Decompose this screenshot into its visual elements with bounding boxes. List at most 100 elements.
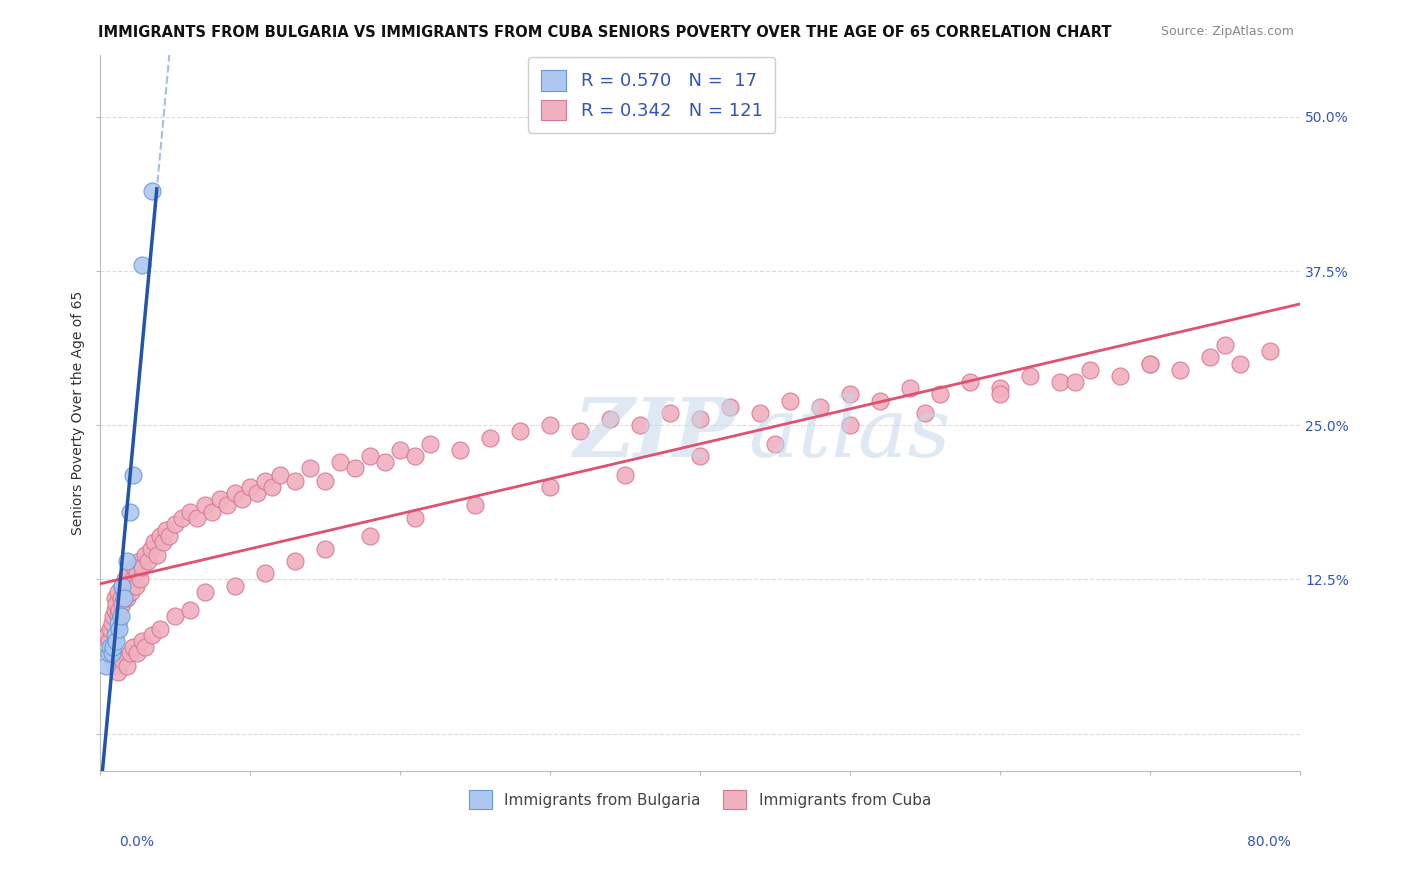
Point — [179, 603, 201, 617]
Point — [131, 258, 153, 272]
Point — [120, 584, 142, 599]
Point — [117, 579, 139, 593]
Point — [115, 658, 138, 673]
Point — [1168, 362, 1191, 376]
Text: 0.0%: 0.0% — [120, 835, 155, 848]
Point — [988, 387, 1011, 401]
Point — [1229, 357, 1251, 371]
Point — [105, 597, 128, 611]
Point — [869, 393, 891, 408]
Point — [478, 431, 501, 445]
Point — [253, 566, 276, 581]
Point — [262, 480, 284, 494]
Point — [108, 622, 131, 636]
Point — [329, 455, 352, 469]
Point — [136, 554, 159, 568]
Point — [111, 597, 134, 611]
Point — [111, 653, 134, 667]
Point — [110, 591, 132, 605]
Point — [689, 412, 711, 426]
Point — [898, 381, 921, 395]
Point — [284, 554, 307, 568]
Point — [1064, 375, 1087, 389]
Point — [98, 622, 121, 636]
Point — [628, 418, 651, 433]
Point — [104, 658, 127, 673]
Point — [134, 548, 156, 562]
Point — [112, 584, 135, 599]
Point — [343, 461, 366, 475]
Point — [808, 400, 831, 414]
Text: 80.0%: 80.0% — [1247, 835, 1291, 848]
Point — [239, 480, 262, 494]
Point — [149, 622, 172, 636]
Point — [839, 387, 862, 401]
Point — [94, 658, 117, 673]
Point — [959, 375, 981, 389]
Point — [104, 591, 127, 605]
Point — [359, 449, 381, 463]
Point — [98, 640, 121, 655]
Point — [157, 529, 180, 543]
Point — [449, 442, 471, 457]
Point — [149, 529, 172, 543]
Point — [613, 467, 636, 482]
Point — [118, 566, 141, 581]
Point — [104, 603, 127, 617]
Point — [599, 412, 621, 426]
Point — [104, 628, 127, 642]
Point — [231, 492, 253, 507]
Point — [1139, 357, 1161, 371]
Point — [101, 647, 124, 661]
Point — [110, 609, 132, 624]
Point — [114, 573, 136, 587]
Point — [128, 554, 150, 568]
Point — [404, 510, 426, 524]
Point — [127, 647, 149, 661]
Point — [1199, 351, 1222, 365]
Point — [115, 554, 138, 568]
Point — [224, 486, 246, 500]
Point — [1258, 344, 1281, 359]
Point — [142, 535, 165, 549]
Point — [107, 615, 129, 630]
Point — [131, 634, 153, 648]
Point — [121, 467, 143, 482]
Point — [115, 591, 138, 605]
Point — [97, 634, 120, 648]
Point — [118, 647, 141, 661]
Point — [1139, 357, 1161, 371]
Point — [839, 418, 862, 433]
Point — [112, 591, 135, 605]
Point — [97, 647, 120, 661]
Point — [988, 381, 1011, 395]
Point — [194, 584, 217, 599]
Point — [1049, 375, 1071, 389]
Point — [103, 640, 125, 655]
Point — [152, 535, 174, 549]
Point — [1019, 368, 1042, 383]
Point — [146, 548, 169, 562]
Point — [1213, 338, 1236, 352]
Point — [163, 609, 186, 624]
Text: Source: ZipAtlas.com: Source: ZipAtlas.com — [1160, 25, 1294, 38]
Point — [125, 579, 148, 593]
Point — [107, 609, 129, 624]
Point — [127, 566, 149, 581]
Point — [105, 634, 128, 648]
Point — [763, 436, 786, 450]
Point — [103, 609, 125, 624]
Point — [314, 474, 336, 488]
Point — [246, 486, 269, 500]
Point — [155, 523, 177, 537]
Point — [217, 499, 239, 513]
Point — [134, 640, 156, 655]
Point — [139, 541, 162, 556]
Point — [194, 499, 217, 513]
Point — [131, 560, 153, 574]
Point — [121, 640, 143, 655]
Point — [568, 425, 591, 439]
Point — [224, 579, 246, 593]
Text: ZIP: ZIP — [574, 394, 735, 475]
Point — [118, 505, 141, 519]
